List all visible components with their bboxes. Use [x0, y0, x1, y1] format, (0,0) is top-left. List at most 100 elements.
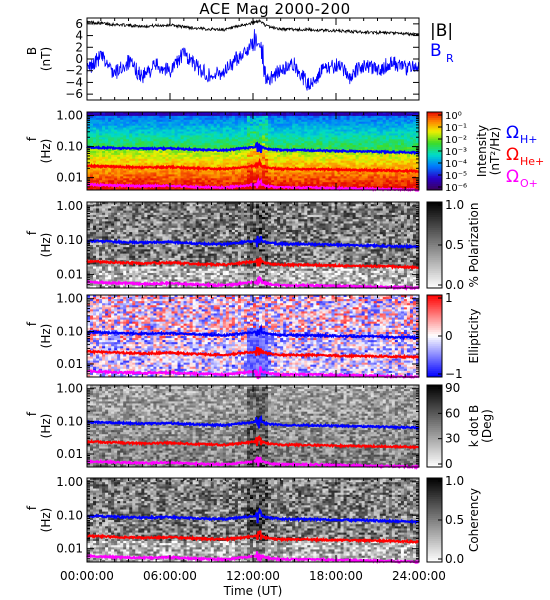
spectrogram-cell [397, 133, 402, 136]
spectrogram-cell [349, 182, 353, 185]
spectrogram-cell [99, 172, 103, 175]
spectrogram-cell [400, 139, 405, 142]
spectrogram-cell [156, 160, 160, 164]
spectrogram-cell [105, 121, 109, 125]
spectrogram-cell [280, 176, 284, 179]
spectrogram-cell [165, 182, 169, 185]
spectrogram-cell [403, 158, 408, 162]
spectrogram-cell [102, 168, 106, 171]
spectrogram-cell [370, 141, 375, 144]
spectrogram-cell [259, 119, 263, 123]
spectrogram-cell [144, 180, 148, 183]
spectrogram-cell [388, 143, 393, 146]
spectrogram-cell [90, 160, 94, 164]
spectrogram-cell [153, 119, 157, 123]
spectrogram-cell [198, 151, 203, 154]
spectrogram-cell [295, 137, 299, 140]
spectrogram-cell [210, 154, 215, 158]
spectrogram-cell [150, 162, 154, 166]
spectrogram-cell [99, 149, 103, 152]
spectrogram-cell [150, 180, 154, 183]
spectrogram-cell [222, 158, 227, 162]
spectrogram-cell [361, 121, 366, 125]
spectrogram-cell [216, 156, 221, 160]
spectrogram-cell [240, 158, 245, 162]
spectrogram-cell [355, 178, 360, 181]
spectrogram-cell [132, 139, 136, 142]
spectrogram-cell [364, 182, 369, 185]
spectrogram-cell [198, 121, 203, 125]
spectrogram-cell [277, 164, 281, 167]
spectrogram-cell [108, 129, 112, 132]
spectrogram-cell [307, 156, 311, 160]
spectrogram-cell [195, 113, 200, 117]
spectrogram-cell [216, 119, 221, 123]
spectrogram-cell [274, 172, 278, 175]
spectrogram-cell [283, 154, 287, 158]
spectrogram-cell [298, 113, 302, 117]
spectrogram-cell [144, 143, 148, 146]
spectrogram-cell [156, 178, 160, 181]
spectrogram-cell [207, 141, 212, 144]
spectrogram-cell [382, 160, 387, 164]
spectrogram-cell [90, 188, 94, 191]
spectrogram-cell [304, 131, 308, 134]
spectrogram-cell [259, 127, 263, 130]
spectrogram-cell [262, 143, 266, 146]
spectrogram-cell [403, 141, 408, 144]
spectrogram-cell [337, 180, 341, 183]
spectrogram-cell [207, 154, 212, 158]
spectrogram-cell [132, 168, 136, 171]
spectrogram-cell [186, 182, 191, 185]
spectrogram-cell [114, 174, 118, 177]
spectrogram-cell [280, 113, 284, 117]
colorbar-tick-label: 10⁻³ [445, 147, 467, 158]
spectrogram-cell [210, 172, 215, 175]
spectrogram-cell [295, 152, 299, 156]
spectrogram-cell [222, 156, 227, 160]
spectrogram-cell [135, 168, 139, 171]
spectrogram-cell [114, 131, 118, 134]
spectrogram-cell [93, 176, 97, 179]
spectrogram-cell [391, 121, 396, 125]
spectrogram-cell [123, 170, 127, 173]
spectrogram-cell [90, 117, 94, 121]
spectrogram-cell [198, 145, 203, 148]
spectrogram-cell [352, 112, 357, 115]
spectrogram-cell [234, 158, 239, 162]
spectrogram-cell [126, 170, 130, 173]
spectrogram-cell [174, 182, 178, 185]
spectrogram-cell [111, 188, 115, 191]
spectrogram-cell [367, 162, 372, 166]
spectrogram-cell [400, 112, 405, 115]
spectrogram-cell [367, 115, 372, 119]
spectrogram-cell [319, 170, 323, 173]
spectrogram-cell [391, 139, 396, 142]
spectrogram-cell [283, 127, 287, 130]
spectrogram-cell [135, 112, 139, 115]
spectrogram-cell [222, 135, 227, 138]
spectrogram-cell [210, 113, 215, 117]
spectrogram-cell [343, 129, 347, 132]
spectrogram-cell [301, 170, 305, 173]
spectrogram-cell [325, 147, 329, 150]
spectrogram-cell [301, 172, 305, 175]
panel-frame [86, 17, 420, 101]
spectrogram-cell [355, 152, 360, 156]
spectrogram-cell [268, 125, 272, 128]
spectrogram-cell [400, 131, 405, 134]
spectrogram-cell [346, 137, 350, 140]
spectrogram-cell [322, 170, 326, 173]
spectrogram-cell [400, 168, 405, 171]
spectrogram-cell [289, 117, 293, 121]
spectrogram-cell [352, 131, 357, 134]
spectrogram-cell [364, 156, 369, 160]
spectrogram-cell [355, 115, 360, 119]
spectrogram-cell [213, 151, 218, 154]
spectrogram-cell [346, 141, 350, 144]
spectrogram-cell [162, 154, 166, 158]
spectrogram-cell [316, 131, 320, 134]
spectrogram-cell [388, 123, 393, 127]
spectrogram-cell [379, 176, 384, 179]
